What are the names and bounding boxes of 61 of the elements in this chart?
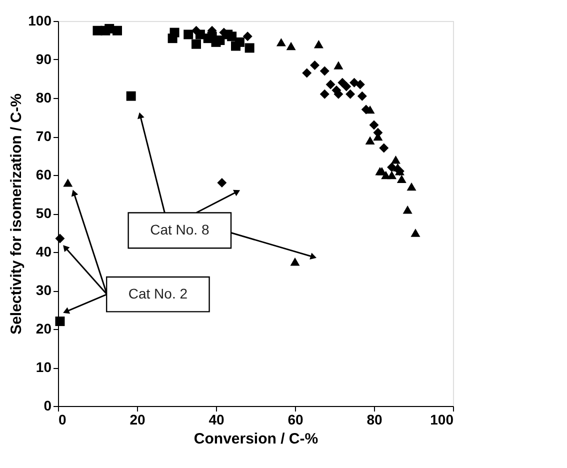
point — [126, 91, 136, 101]
x-tick-label: 20 — [130, 412, 146, 428]
point — [346, 89, 356, 99]
point — [334, 61, 344, 70]
point — [406, 182, 416, 191]
point — [192, 39, 201, 49]
point — [396, 174, 406, 183]
y-tick-label: 80 — [36, 90, 52, 106]
point — [290, 258, 300, 266]
point — [410, 228, 420, 237]
point — [217, 178, 227, 188]
point — [184, 30, 194, 40]
point — [302, 68, 312, 78]
x-axis-title: Conversion / C-% — [194, 430, 318, 448]
x-tick-label: 40 — [208, 412, 224, 428]
y-tick-label: 60 — [36, 166, 52, 182]
y-tick-label: 40 — [36, 244, 52, 260]
y-tick-label: 90 — [36, 51, 52, 67]
point — [355, 80, 365, 90]
point — [402, 206, 412, 214]
point — [215, 36, 225, 45]
point — [365, 136, 375, 144]
x-tick-label: 100 — [430, 412, 454, 428]
point — [314, 40, 324, 48]
point — [387, 170, 397, 180]
point — [365, 105, 375, 114]
point — [286, 42, 296, 50]
point — [320, 89, 330, 99]
point — [276, 38, 286, 46]
y-tick-label: 70 — [36, 128, 52, 144]
point — [379, 143, 389, 153]
point — [357, 91, 367, 101]
point — [326, 80, 336, 90]
y-tick-label: 0 — [44, 398, 52, 414]
x-tick-label: 80 — [366, 412, 382, 428]
point — [234, 37, 244, 47]
point — [192, 26, 201, 36]
y-tick-label: 30 — [36, 282, 52, 298]
point — [369, 120, 379, 130]
point — [320, 66, 330, 76]
annotation: Cat No. 8 — [150, 221, 210, 238]
x-tick-label: 60 — [288, 412, 304, 428]
y-tick-label: 50 — [36, 205, 52, 221]
y-tick-label: 10 — [36, 359, 52, 375]
point — [390, 155, 400, 164]
point — [55, 234, 65, 244]
point — [63, 178, 73, 187]
point — [310, 60, 320, 70]
point — [112, 26, 122, 36]
point — [227, 32, 237, 42]
x-tick-label: 0 — [58, 412, 66, 428]
y-tick-label: 100 — [28, 12, 52, 28]
point — [244, 43, 254, 53]
point — [342, 82, 352, 92]
y-tick-label: 20 — [36, 320, 52, 336]
y-axis-title: Selectivity for isomerization / C-% — [8, 94, 26, 334]
point — [170, 28, 180, 38]
point — [55, 316, 65, 326]
point — [242, 32, 252, 42]
annotation: Cat No. 2 — [128, 285, 188, 302]
point — [387, 162, 397, 172]
